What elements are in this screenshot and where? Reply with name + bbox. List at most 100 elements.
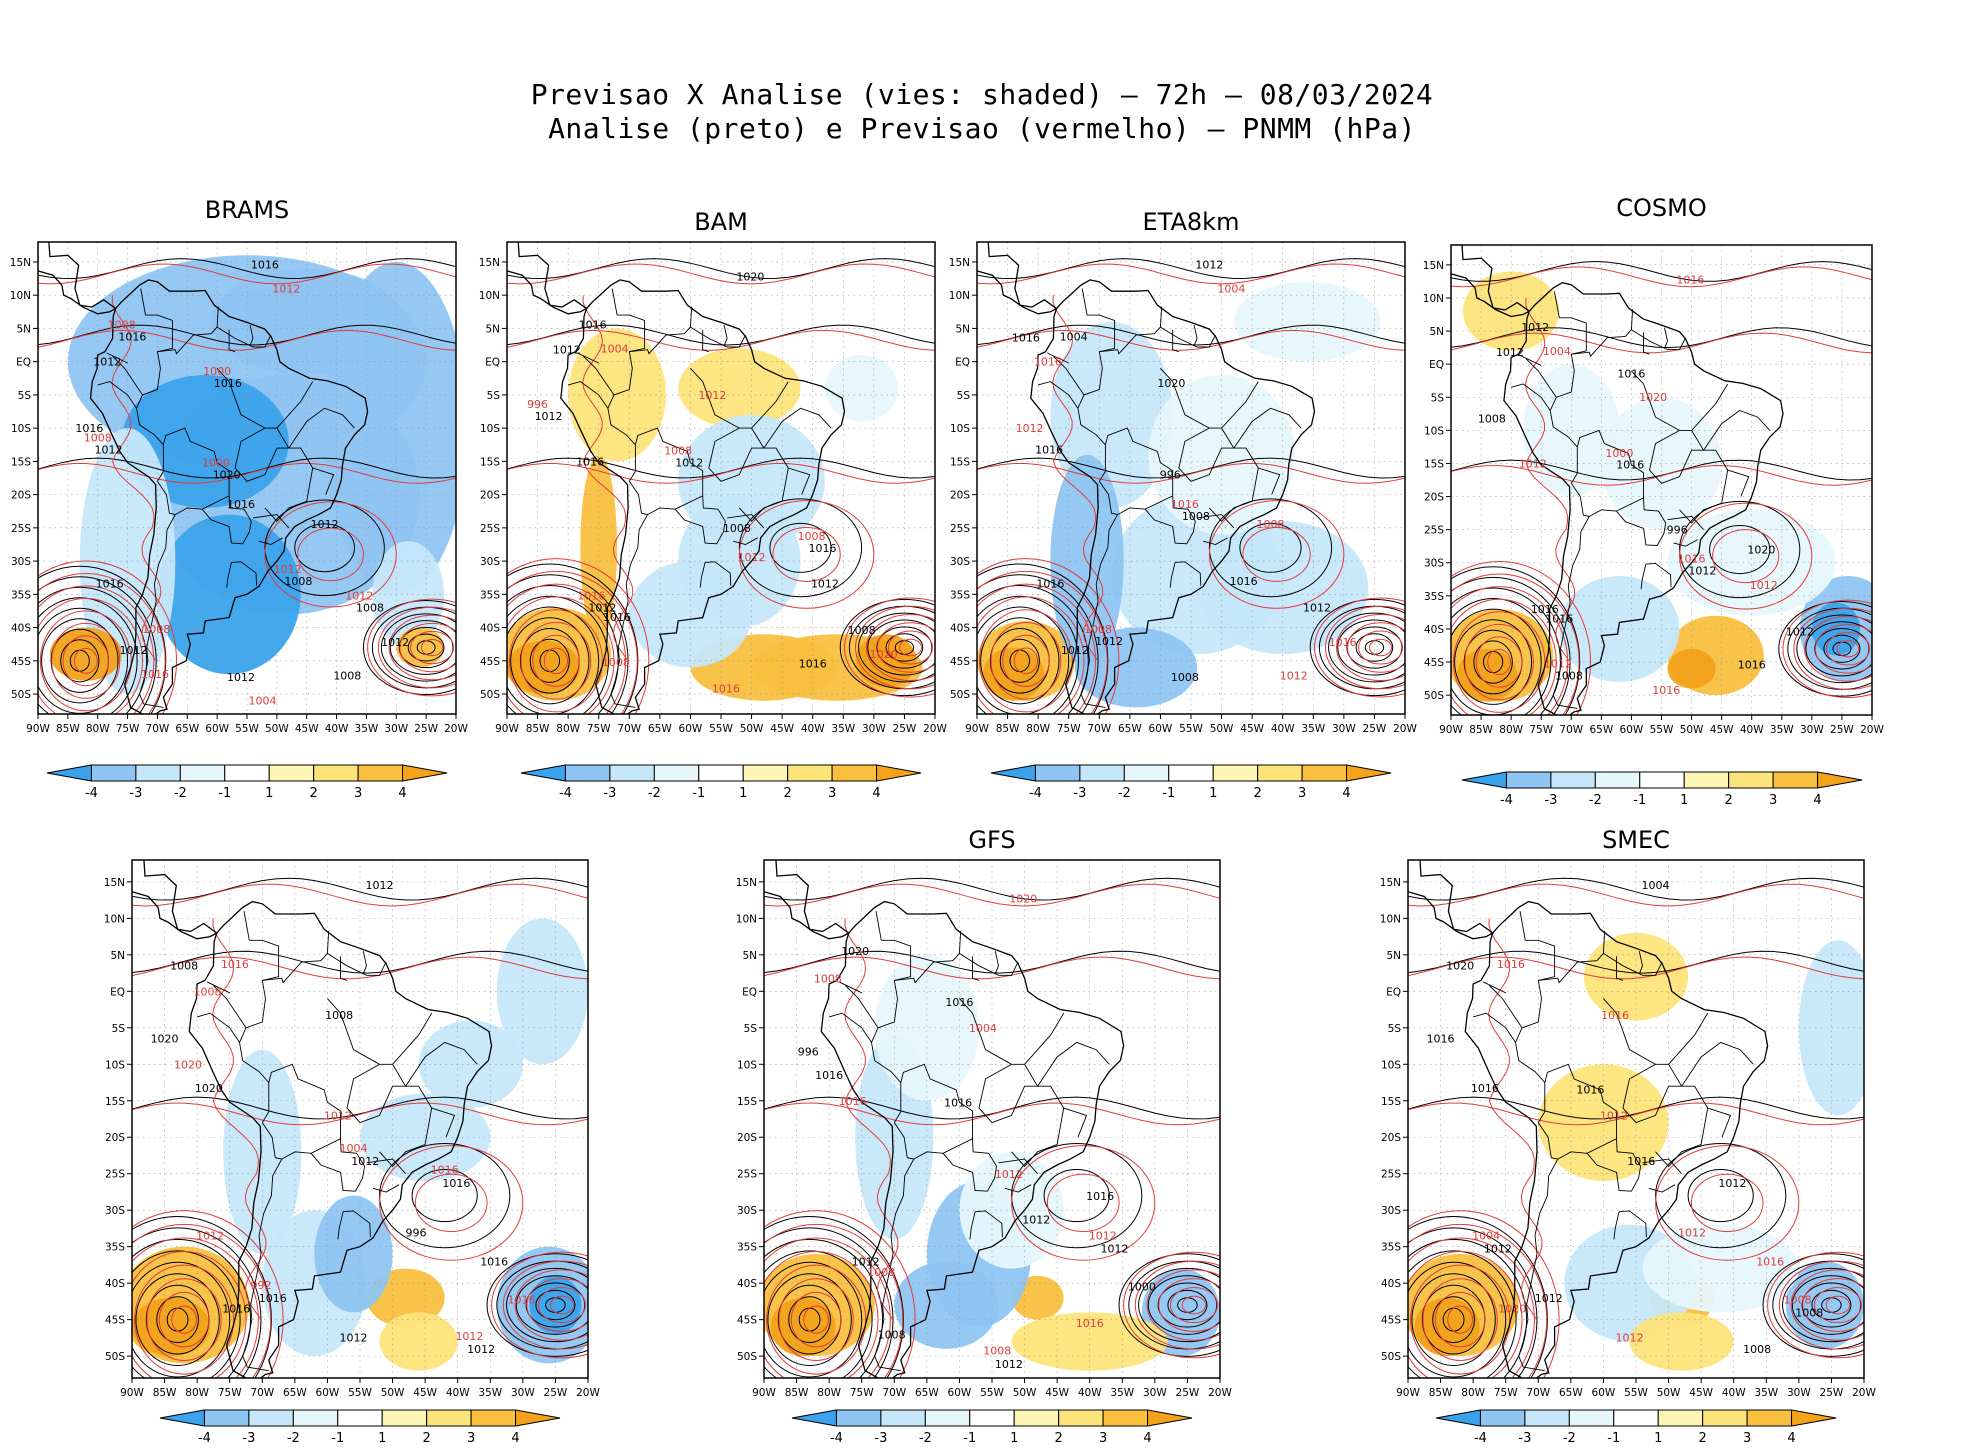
lat-tick-label: 45S xyxy=(105,1315,125,1327)
colorbar-swatch xyxy=(515,1409,561,1427)
colorbar-swatch xyxy=(835,1409,882,1427)
lon-tick-label: 55W xyxy=(1624,1387,1648,1399)
isobar-label: 1016 xyxy=(221,958,249,971)
lon-tick-label: 75W xyxy=(1494,1387,1518,1399)
lon-tick-label: 45W xyxy=(1710,724,1734,736)
colorbar-swatch xyxy=(880,1409,926,1427)
map-panel: 1016101210121016101210081020101610121000… xyxy=(736,859,1232,1399)
isobar-label: 1012 xyxy=(345,590,373,603)
isobar-label: 1012 xyxy=(1519,457,1547,470)
lon-tick-label: 25W xyxy=(1830,724,1854,736)
lon-tick-label: 85W xyxy=(785,1387,809,1399)
colorbar-swatch xyxy=(1549,771,1596,789)
isobar-label: 1012 xyxy=(1718,1177,1746,1190)
lon-tick-label: 65W xyxy=(175,723,199,735)
colorbar-label: -1 xyxy=(1633,793,1646,808)
isobar-label: 1016 xyxy=(259,1292,287,1305)
lat-tick-label: 5S xyxy=(744,1023,758,1035)
colorbar-swatch xyxy=(1212,764,1259,782)
isobar-label: 1012 xyxy=(196,1229,224,1242)
isobar-label: 1008 xyxy=(1171,671,1199,684)
lon-tick-label: 45W xyxy=(1240,723,1264,735)
colorbar-label: -3 xyxy=(242,1431,255,1446)
colorbar-swatch xyxy=(135,764,181,782)
colorbar-label: 4 xyxy=(1342,786,1350,801)
isobar-label: 1004 xyxy=(1217,283,1245,296)
colorbar-swatch xyxy=(876,764,922,782)
lon-tick-label: 55W xyxy=(235,723,259,735)
bias-shading xyxy=(1457,648,1518,702)
lon-tick-label: 45W xyxy=(413,1387,437,1399)
lon-tick-label: 20W xyxy=(1393,723,1417,735)
panel-title: BAM xyxy=(694,208,748,236)
isobar-label: 1020 xyxy=(1157,377,1185,390)
isobar-label: 1008 xyxy=(84,431,112,444)
lon-tick-label: 55W xyxy=(1650,724,1674,736)
isobar-label: 1012 xyxy=(698,389,726,402)
isobar-label: 1020 xyxy=(870,648,898,661)
lon-tick-label: 50W xyxy=(265,723,289,735)
colorbar-label: 4 xyxy=(1787,1431,1795,1446)
bias-shading xyxy=(874,954,979,1101)
isobar-label: 1016 xyxy=(1427,1032,1455,1045)
colorbar-label: 1 xyxy=(1010,1431,1018,1446)
lat-tick-label: 15N xyxy=(104,877,125,889)
colorbar-label: -2 xyxy=(1588,793,1601,808)
lon-tick-label: 45W xyxy=(770,723,794,735)
isobar-label: 1016 xyxy=(222,1302,250,1315)
bias-shading xyxy=(507,640,581,695)
colorbar: -4 -3 -2 -1 1 2 3 4 xyxy=(1435,1409,1837,1446)
colorbar-swatch xyxy=(1257,764,1303,782)
colorbar-swatch xyxy=(46,764,92,782)
colorbar-label: 1 xyxy=(739,786,747,801)
colorbar-label: -3 xyxy=(874,1431,887,1446)
lon-tick-label: 75W xyxy=(1529,724,1553,736)
lon-tick-label: 35W xyxy=(478,1387,502,1399)
isobar-label: 1008 xyxy=(142,623,170,636)
colorbar-label: -1 xyxy=(218,786,231,801)
lon-tick-label: 70W xyxy=(146,723,170,735)
isobar-label: 1004 xyxy=(601,342,629,355)
colorbar-swatch xyxy=(1461,771,1507,789)
lat-tick-label: 40S xyxy=(480,623,500,635)
colorbar-swatch xyxy=(1123,764,1170,782)
lon-tick-label: 60W xyxy=(205,723,229,735)
colorbar-label: 4 xyxy=(872,786,880,801)
isobar-label: 1012 xyxy=(1615,1332,1643,1345)
lat-tick-label: 20S xyxy=(737,1132,757,1144)
lat-tick-label: 5S xyxy=(112,1023,126,1035)
lon-tick-label: 65W xyxy=(1559,1387,1583,1399)
isobar-label: 992 xyxy=(250,1279,271,1292)
map-panel: 1016101210121008101210161016101210081016… xyxy=(479,241,947,735)
colorbar-swatch xyxy=(609,764,655,782)
lat-tick-label: 10N xyxy=(10,290,31,302)
colorbar-swatch xyxy=(564,764,611,782)
isobar-label: 1016 xyxy=(1012,332,1040,345)
isobar-label: 1012 xyxy=(852,1256,880,1269)
lon-tick-label: 30W xyxy=(1787,1387,1811,1399)
isobar-label: 1008 xyxy=(797,530,825,543)
isobar-label: 1004 xyxy=(1472,1229,1500,1242)
isobar-label: 1000 xyxy=(1128,1280,1156,1293)
lat-tick-label: 40S xyxy=(1381,1278,1401,1290)
lat-tick-label: 15S xyxy=(1424,458,1444,470)
isobar-label: 1008 xyxy=(664,445,692,458)
isobar-label: 1016 xyxy=(1616,459,1644,472)
lat-tick-label: 50S xyxy=(950,689,970,701)
isobar-label: 1008 xyxy=(1795,1307,1823,1320)
colorbar-swatch xyxy=(313,764,359,782)
isobar-label: 1004 xyxy=(339,1142,367,1155)
isobar-label: 1012 xyxy=(811,578,839,591)
lat-tick-label: 30S xyxy=(480,556,500,568)
isobar-label: 1012 xyxy=(467,1343,495,1356)
lat-tick-label: 20S xyxy=(1381,1132,1401,1144)
lon-tick-label: 60W xyxy=(1149,723,1173,735)
colorbar-swatch xyxy=(1613,1409,1659,1427)
lon-tick-label: 85W xyxy=(153,1387,177,1399)
lon-tick-label: 75W xyxy=(850,1387,874,1399)
isobar-label: 1016 xyxy=(1034,356,1062,369)
lat-tick-label: 30S xyxy=(1424,558,1444,570)
colorbar-swatch xyxy=(1657,1409,1704,1427)
isobar-label: 1012 xyxy=(94,443,122,456)
colorbar-label: 1 xyxy=(378,1431,386,1446)
